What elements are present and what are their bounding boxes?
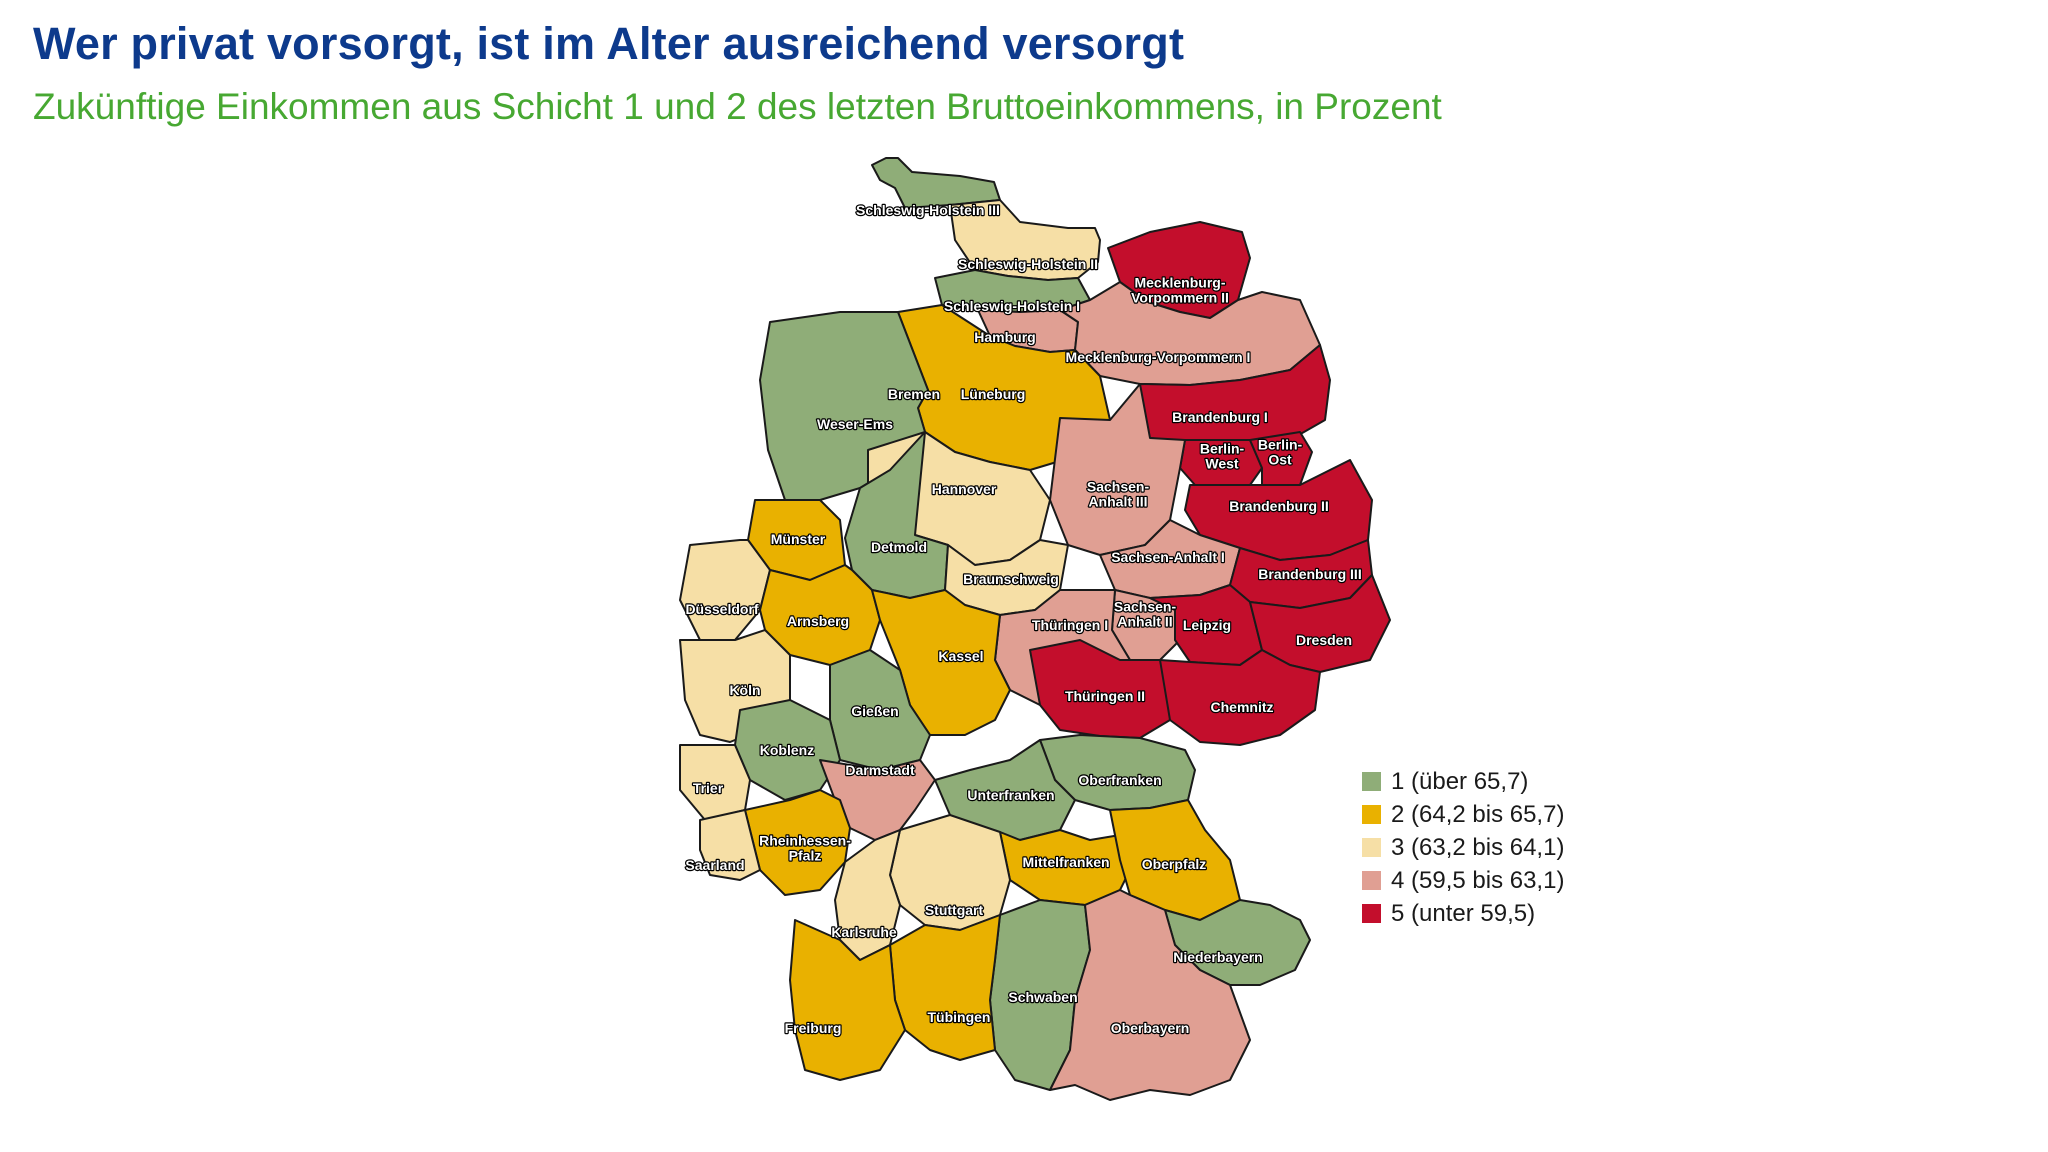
region-label-gießen: Gießen: [851, 703, 898, 719]
region-label-brandenburg-i: Brandenburg I: [1172, 409, 1268, 425]
region-freiburg: [789, 919, 906, 1081]
region-label-niederbayern: Niederbayern: [1173, 949, 1262, 965]
region-sachsen-anhalt-iii: [1049, 383, 1186, 556]
region-label-münster: Münster: [771, 531, 826, 547]
region-label-chemnitz: Chemnitz: [1211, 699, 1274, 715]
region-label-braunschweig: Braunschweig: [963, 571, 1059, 587]
region-label-mecklenburg-vorpommern-ii: Mecklenburg-Vorpommern II: [1131, 275, 1229, 306]
region-label-rheinhessen-pfalz: Rheinhessen-Pfalz: [759, 833, 851, 864]
page-title: Wer privat vorsorgt, ist im Alter ausrei…: [33, 18, 1185, 69]
region-label-schleswig-holstein-i: Schleswig-Holstein I: [944, 298, 1080, 314]
legend-swatch-1: [1362, 772, 1381, 791]
region-label-trier: Trier: [693, 780, 724, 796]
region-label-hannover: Hannover: [932, 481, 997, 497]
legend-item-3: 3 (63,2 bis 64,1): [1362, 831, 1564, 864]
region-saarland: [699, 809, 761, 881]
legend-swatch-4: [1362, 871, 1381, 890]
region-label-berlin-west: Berlin-West: [1200, 441, 1245, 472]
region-label-schleswig-holstein-iii: Schleswig-Holstein III: [856, 202, 1000, 218]
region-arnsberg: [759, 564, 881, 666]
region-label-bremen: Bremen: [888, 386, 940, 402]
region-label-oberbayern: Oberbayern: [1111, 1020, 1190, 1036]
region-label-saarland: Saarland: [685, 857, 744, 873]
legend-swatch-5: [1362, 904, 1381, 923]
region-label-dresden: Dresden: [1296, 632, 1352, 648]
legend-label-1: 1 (über 65,7): [1391, 767, 1529, 795]
region-oberbayern: [1049, 889, 1251, 1101]
legend-item-2: 2 (64,2 bis 65,7): [1362, 798, 1564, 831]
region-label-unterfranken: Unterfranken: [967, 787, 1054, 803]
region-label-schleswig-holstein-ii: Schleswig-Holstein II: [958, 256, 1098, 272]
region-label-darmstadt: Darmstadt: [845, 762, 915, 778]
labels-layer: Schleswig-Holstein III Schleswig-Holstein…: [684, 201, 1363, 1037]
region-label-sachsen-anhalt-ii: Sachsen-Anhalt II: [1114, 599, 1177, 630]
region-schleswig-holstein-iii: [871, 157, 1001, 209]
region-label-hamburg: Hamburg: [974, 329, 1035, 345]
region-label-leipzig: Leipzig: [1183, 617, 1231, 633]
region-label-köln: Köln: [729, 682, 760, 698]
region-label-kassel: Kassel: [938, 648, 983, 664]
map-legend: 1 (über 65,7) 2 (64,2 bis 65,7) 3 (63,2 …: [1362, 765, 1564, 930]
region-label-detmold: Detmold: [871, 539, 927, 555]
region-label-lüneburg: Lüneburg: [961, 386, 1026, 402]
region-label-schwaben: Schwaben: [1008, 989, 1077, 1005]
legend-item-1: 1 (über 65,7): [1362, 765, 1564, 798]
region-düsseldorf: [679, 539, 771, 641]
region-label-koblenz: Koblenz: [760, 742, 814, 758]
region-label-mecklenburg-vorpommern-i: Mecklenburg-Vorpommern I: [1066, 349, 1251, 365]
regions-layer: [679, 157, 1391, 1101]
region-label-freiburg: Freiburg: [785, 1020, 842, 1036]
region-label-brandenburg-ii: Brandenburg II: [1229, 498, 1329, 514]
legend-label-4: 4 (59,5 bis 63,1): [1391, 866, 1565, 894]
region-label-düsseldorf: Düsseldorf: [685, 601, 758, 617]
region-label-tübingen: Tübingen: [928, 1009, 991, 1025]
page-subtitle: Zukünftige Einkommen aus Schicht 1 und 2…: [33, 86, 1442, 127]
region-rheinhessen-pfalz: [744, 789, 851, 896]
legend-swatch-2: [1362, 805, 1381, 824]
region-label-thüringen-ii: Thüringen II: [1065, 688, 1145, 704]
region-label-weser-ems: Weser-Ems: [817, 416, 893, 432]
region-label-sachsen-anhalt-iii: Sachsen-Anhalt III: [1087, 479, 1150, 510]
legend-swatch-3: [1362, 838, 1381, 857]
region-label-oberpfalz: Oberpfalz: [1142, 856, 1207, 872]
region-label-sachsen-anhalt-i: Sachsen-Anhalt I: [1111, 549, 1225, 565]
region-label-oberfranken: Oberfranken: [1078, 772, 1161, 788]
region-label-berlin-ost: Berlin-Ost: [1258, 437, 1303, 468]
legend-label-5: 5 (unter 59,5): [1391, 899, 1536, 927]
legend-item-5: 5 (unter 59,5): [1362, 897, 1564, 930]
region-karlsruhe: [834, 829, 901, 961]
region-chemnitz: [1159, 649, 1321, 746]
legend-label-2: 2 (64,2 bis 65,7): [1391, 800, 1565, 828]
region-label-thüringen-i: Thüringen I: [1032, 617, 1108, 633]
region-label-mittelfranken: Mittelfranken: [1022, 854, 1109, 870]
legend-label-3: 3 (63,2 bis 64,1): [1391, 833, 1565, 861]
region-label-karlsruhe: Karlsruhe: [831, 924, 897, 940]
region-tübingen: [889, 914, 1001, 1061]
region-label-arnsberg: Arnsberg: [787, 613, 849, 629]
region-label-brandenburg-iii: Brandenburg III: [1258, 566, 1361, 582]
region-label-stuttgart: Stuttgart: [925, 902, 984, 918]
legend-item-4: 4 (59,5 bis 63,1): [1362, 864, 1564, 897]
